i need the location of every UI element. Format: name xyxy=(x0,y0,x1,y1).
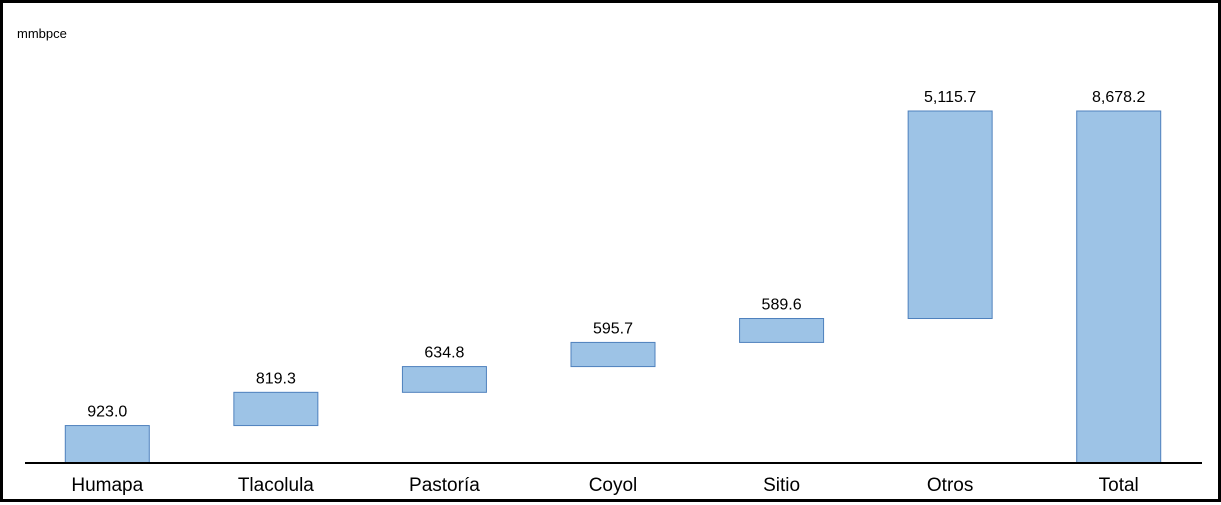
value-label-tlacolula: 819.3 xyxy=(256,370,296,387)
value-label-otros: 5,115.7 xyxy=(924,89,976,106)
category-label-sitio: Sitio xyxy=(763,475,800,496)
category-label-pastoria: Pastoría xyxy=(409,475,480,496)
category-label-humapa: Humapa xyxy=(71,475,143,496)
value-label-pastoria: 634.8 xyxy=(424,345,464,362)
bar-sitio xyxy=(739,318,825,343)
bar-humapa xyxy=(64,425,150,464)
value-labels-group: 923.0 819.3 634.8 595.7 589.6 5,115.7 8,678.2 xyxy=(87,89,1145,421)
category-labels-group: Humapa Tlacolula Pastoría Coyol Sitio Otros To… xyxy=(71,475,1138,496)
value-label-humapa: 923.0 xyxy=(87,404,127,421)
bars-group xyxy=(64,110,1162,464)
category-label-tlacolula: Tlacolula xyxy=(238,475,314,496)
bar-tlacolula xyxy=(233,391,319,427)
value-label-coyol: 595.7 xyxy=(593,320,633,337)
category-label-coyol: Coyol xyxy=(589,475,638,496)
value-label-sitio: 589.6 xyxy=(762,297,802,314)
bar-pastoria xyxy=(401,366,487,393)
y-axis-unit-label: mmbpce xyxy=(17,26,67,41)
waterfall-chart: mmbpce 923.0 819.3 634.8 595.7 589.6 5,115.7 8… xyxy=(17,26,1202,496)
bar-otros xyxy=(907,110,993,320)
bar-coyol xyxy=(570,341,656,368)
category-label-otros: Otros xyxy=(927,475,973,496)
bar-total xyxy=(1076,110,1162,464)
value-label-total: 8,678.2 xyxy=(1092,89,1145,106)
category-label-total: Total xyxy=(1099,475,1139,496)
